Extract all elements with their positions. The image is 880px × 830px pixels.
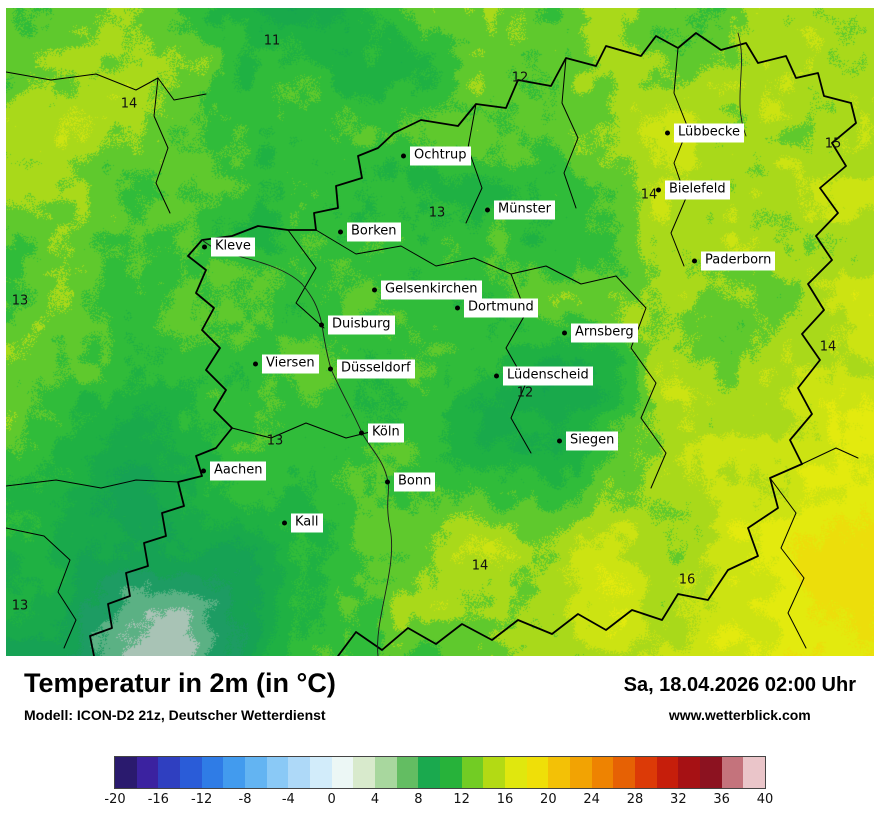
legend-color-segment xyxy=(331,757,354,788)
legend-color-segment xyxy=(613,757,636,788)
legend-color-segment xyxy=(396,757,419,788)
legend-color-segment xyxy=(266,757,289,788)
legend-color-segment xyxy=(375,757,397,788)
legend-tick-label: -16 xyxy=(147,792,169,807)
legend-tick-label: 8 xyxy=(414,792,423,807)
legend-color-segment xyxy=(158,757,181,788)
valid-datetime: Sa, 18.04.2026 02:00 Uhr xyxy=(623,674,856,696)
legend-tick-label: 20 xyxy=(540,792,557,807)
legend-tick-label: 16 xyxy=(496,792,514,807)
legend-tick-label: 28 xyxy=(626,792,644,807)
legend-tick-label: 36 xyxy=(713,792,730,807)
map-area: Ochtrup Lübbecke Münster Bielefeld Borken Kle… xyxy=(6,8,874,656)
legend-color-segment xyxy=(353,757,376,788)
legend-color-segment xyxy=(115,757,137,788)
legend-color-segment xyxy=(591,757,614,788)
legend-tick-label: 12 xyxy=(453,792,470,807)
website-label: www.wetterblick.com xyxy=(668,707,811,723)
footer-right: Sa, 18.04.2026 02:00 Uhr www.wetterblick… xyxy=(624,674,856,723)
legend-tick-label: 4 xyxy=(370,792,380,807)
legend-color-segment xyxy=(570,757,592,788)
legend-color-segment xyxy=(310,757,332,788)
legend-color-segment xyxy=(245,757,267,788)
legend-color-segment xyxy=(700,757,722,788)
legend-tick-label: -4 xyxy=(281,792,295,807)
legend-color-segment xyxy=(136,757,159,788)
legend-color-segment xyxy=(635,757,657,788)
legend-color-segment xyxy=(656,757,679,788)
legend-tick-labels: -20 -16 -12 -8 -4 0 4 8 12 16 20 24 28 32 36 40 xyxy=(104,792,773,810)
legend-color-segment xyxy=(526,757,549,788)
legend-color-segment xyxy=(223,757,246,788)
legend-tick-label: -12 xyxy=(191,792,213,807)
legend-color-segment xyxy=(548,757,571,788)
legend-color-segment xyxy=(201,757,224,788)
legend-color-segment xyxy=(483,757,506,788)
legend-color-segment xyxy=(288,757,311,788)
legend-color-segment xyxy=(461,757,484,788)
legend-color-segment xyxy=(678,757,701,788)
temperature-field-canvas xyxy=(6,8,874,656)
legend-color-segment xyxy=(440,757,462,788)
legend-tick-label: 40 xyxy=(756,792,774,807)
map-title: Temperatur in 2m (in °C) xyxy=(24,668,336,698)
legend-tick-label: 0 xyxy=(327,792,336,807)
legend-tick-label: -8 xyxy=(238,792,252,807)
legend-tick-label: 24 xyxy=(583,792,600,807)
legend-color-segment xyxy=(418,757,441,788)
legend-color-segment xyxy=(180,757,202,788)
legend-color-segment xyxy=(721,757,744,788)
legend-tick-label: 32 xyxy=(670,792,687,807)
legend-tick-label: -20 xyxy=(104,792,126,807)
legend-color-segment xyxy=(505,757,527,788)
footer-left: Temperatur in 2m (in °C) Modell: ICON-D2… xyxy=(24,668,336,723)
temperature-color-scale xyxy=(115,757,766,788)
legend-color-segment xyxy=(743,757,766,788)
model-info: Modell: ICON-D2 21z, Deutscher Wetterdie… xyxy=(24,707,326,723)
